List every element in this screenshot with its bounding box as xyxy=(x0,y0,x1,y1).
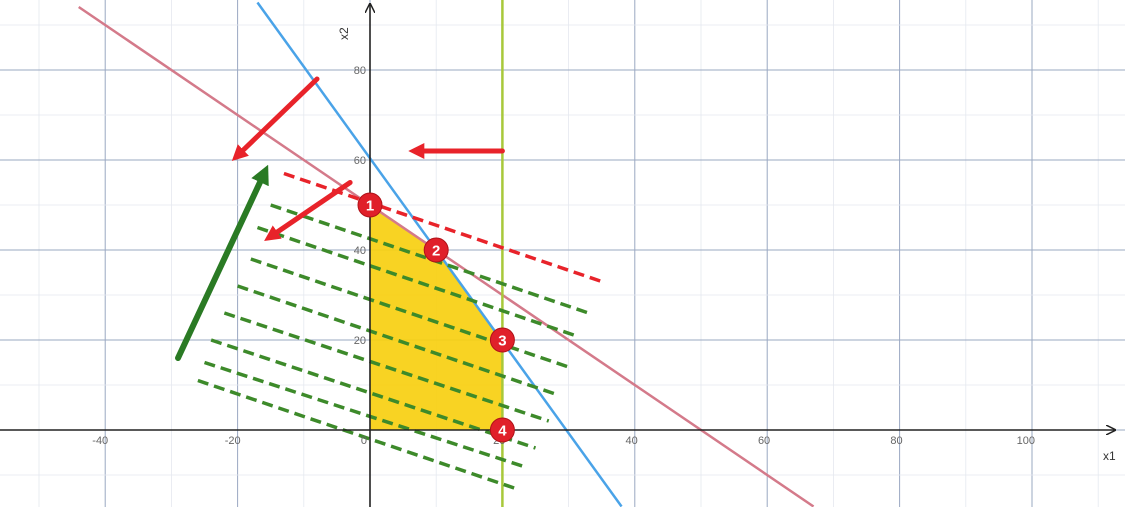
corner-points: 1 2 3 4 xyxy=(357,192,515,443)
objective-line-green-4 xyxy=(237,284,556,396)
y-axis-label: x2 xyxy=(337,27,351,40)
y-tick-label: 20 xyxy=(354,335,366,347)
objective-line-green-8 xyxy=(197,378,517,491)
corner-point-2: 2 xyxy=(423,237,449,263)
x-tick-label: 0 xyxy=(361,435,367,447)
objective-line-green-6 xyxy=(210,338,537,450)
corner-point-marker xyxy=(357,192,383,218)
corner-point-label: 2 xyxy=(432,243,440,260)
objective-line-green-5 xyxy=(223,311,550,423)
corner-point-label: 4 xyxy=(498,423,507,440)
direction-arrows xyxy=(175,76,505,361)
green-direction-arrow-4 xyxy=(175,164,269,361)
objective-line-green-2 xyxy=(256,225,576,338)
objective-line-green-7 xyxy=(203,360,523,468)
x-axis-label: x1 xyxy=(1103,449,1116,463)
corner-point-marker xyxy=(423,237,449,263)
corner-point-4: 4 xyxy=(489,417,515,443)
x-tick-label: 100 xyxy=(1017,435,1035,447)
corner-point-label: 3 xyxy=(498,333,506,350)
corner-point-3: 3 xyxy=(489,327,515,353)
x-tick-label: 80 xyxy=(890,435,902,447)
corner-point-label: 1 xyxy=(366,198,374,215)
x-tick-label: 40 xyxy=(626,435,638,447)
y-tick-label: 80 xyxy=(354,65,366,77)
corner-point-marker xyxy=(489,327,515,353)
x-tick-label: -40 xyxy=(92,435,108,447)
y-tick-label: 40 xyxy=(354,245,366,257)
corner-point-1: 1 xyxy=(357,192,383,218)
axes xyxy=(0,4,1115,507)
objective-line-green-1 xyxy=(270,203,590,315)
objective-line-green-3 xyxy=(250,257,570,369)
red-direction-arrow-1 xyxy=(231,76,320,162)
x-tick-label: -20 xyxy=(225,435,241,447)
tick-labels: -40-2020406080100020406080 xyxy=(92,65,1035,447)
red-direction-arrow-3 xyxy=(264,180,353,241)
x-tick-label: 60 xyxy=(758,435,770,447)
corner-point-marker xyxy=(489,417,515,443)
y-tick-label: 60 xyxy=(354,155,366,167)
